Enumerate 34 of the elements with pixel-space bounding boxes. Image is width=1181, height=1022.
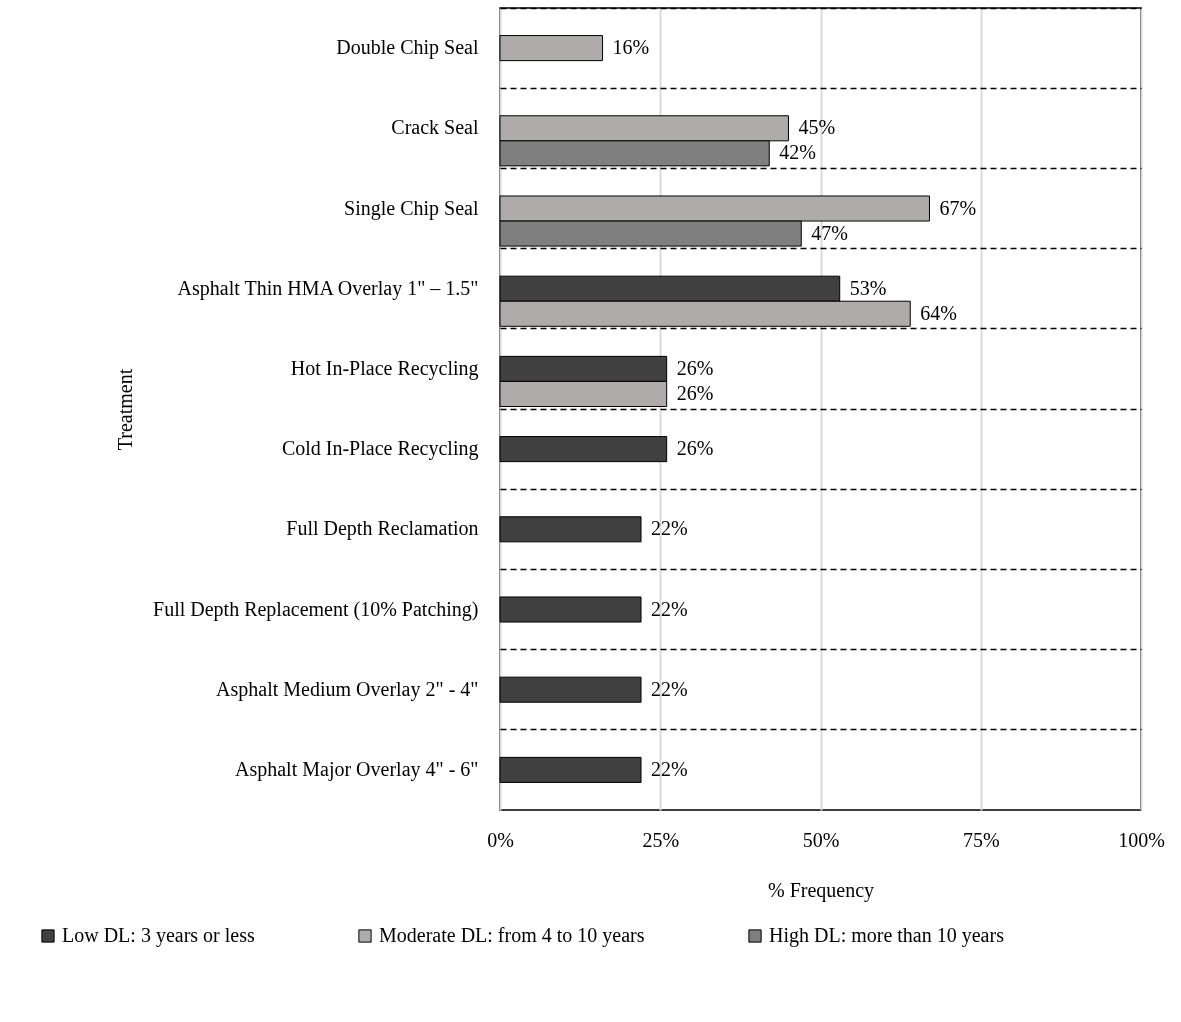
data-label: 64%	[920, 301, 957, 324]
data-label: 42%	[779, 141, 816, 164]
data-label: 26%	[676, 437, 714, 460]
x-tick-label: 25%	[642, 828, 680, 851]
data-label: 22%	[651, 757, 688, 780]
y-tick-label: Full Depth Replacement (10% Patching)	[153, 597, 479, 621]
y-tick-label: Asphalt Major Overlay 4" - 6"	[235, 757, 479, 781]
x-tick-label: 50%	[802, 828, 840, 851]
x-tick-label: 100%	[1118, 828, 1165, 851]
y-axis-title: Treatment	[113, 368, 136, 451]
legend-label: High DL: more than 10 years	[769, 924, 1005, 947]
x-tick-label: 0%	[487, 828, 514, 851]
y-tick-label: Double Chip Seal	[336, 36, 479, 60]
data-label: 22%	[651, 517, 688, 540]
x-axis-title: % Frequency	[767, 878, 875, 902]
y-tick-label: Asphalt Medium Overlay 2" - 4"	[216, 677, 479, 701]
y-tick-label: Single Chip Seal	[344, 196, 479, 220]
data-label: 67%	[939, 196, 977, 219]
data-label: 22%	[651, 677, 688, 700]
y-tick-label: Hot In-Place Recycling	[290, 356, 479, 380]
data-label: 22%	[651, 597, 688, 620]
y-tick-label: Crack Seal	[391, 116, 479, 139]
x-tick-label: 75%	[962, 828, 1000, 851]
legend-label: Moderate DL: from 4 to 10 years	[379, 924, 645, 947]
data-label: 16%	[612, 36, 650, 59]
data-label: 53%	[849, 276, 887, 299]
legend-label: Low DL: 3 years or less	[62, 924, 255, 947]
data-label: 26%	[676, 356, 714, 379]
y-tick-label: Asphalt Thin HMA Overlay 1" – 1.5"	[177, 276, 479, 300]
y-tick-label: Full Depth Reclamation	[286, 517, 479, 541]
data-label: 26%	[676, 381, 714, 404]
data-label: 45%	[798, 116, 836, 139]
data-label: 47%	[811, 221, 848, 244]
y-tick-label: Cold In-Place Recycling	[281, 437, 479, 461]
